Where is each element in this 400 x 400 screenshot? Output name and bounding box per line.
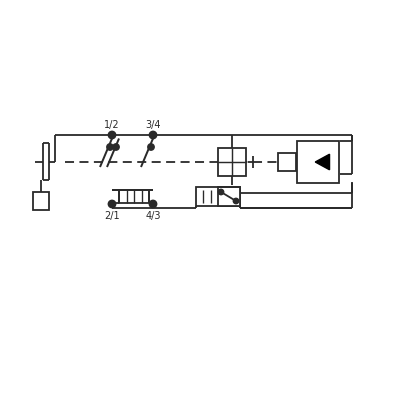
- Bar: [218, 148, 246, 176]
- Circle shape: [107, 144, 113, 150]
- Bar: [218, 187, 240, 206]
- Polygon shape: [315, 154, 330, 170]
- Text: 1/2: 1/2: [104, 120, 120, 130]
- Text: 2/1: 2/1: [104, 211, 120, 221]
- Circle shape: [234, 198, 238, 204]
- Circle shape: [150, 132, 156, 138]
- Bar: [33, 192, 49, 210]
- Circle shape: [108, 132, 116, 138]
- Circle shape: [148, 144, 154, 150]
- Bar: [119, 190, 149, 203]
- Circle shape: [150, 200, 156, 208]
- Circle shape: [113, 144, 119, 150]
- Text: 4/3: 4/3: [145, 211, 161, 221]
- Bar: [297, 141, 339, 183]
- Circle shape: [108, 200, 116, 208]
- Bar: [196, 187, 240, 206]
- Bar: [278, 153, 296, 171]
- Circle shape: [218, 190, 224, 194]
- Text: 3/4: 3/4: [145, 120, 161, 130]
